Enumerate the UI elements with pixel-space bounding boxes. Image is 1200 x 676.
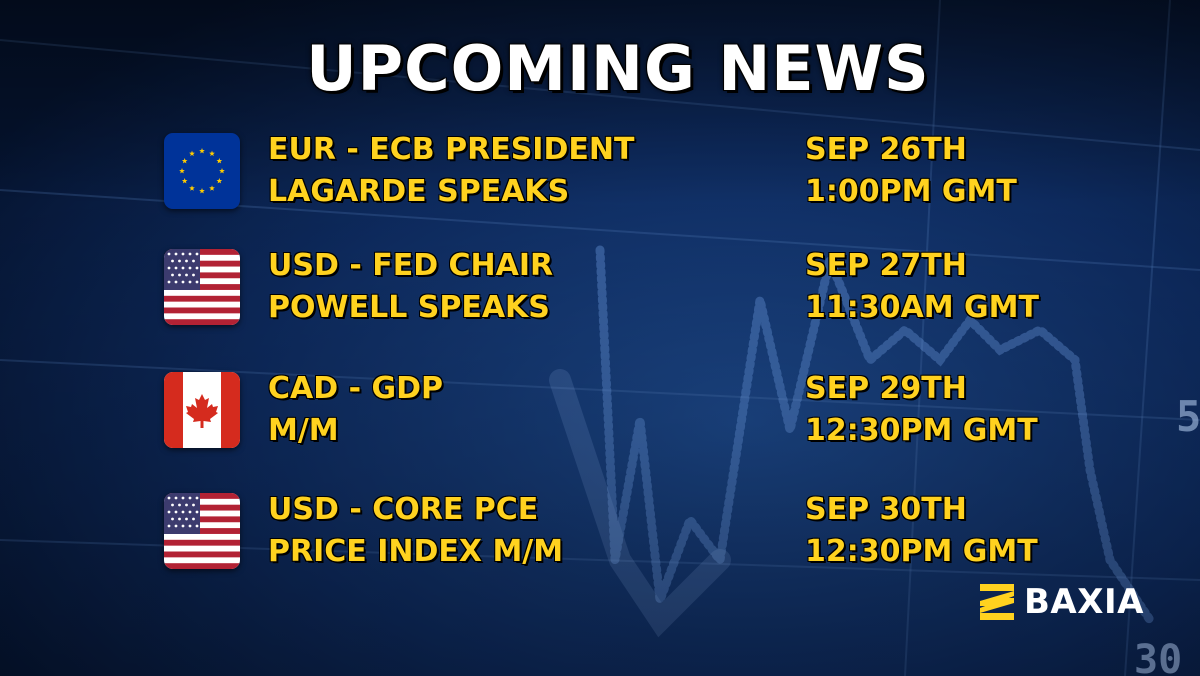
eu-star <box>219 168 225 174</box>
event-time: 12:30PM GMT <box>805 534 1038 569</box>
us-flag-icon <box>164 249 240 325</box>
news-row: CAD - GDP M/M SEP 29TH 12:30PM GMT <box>0 370 1200 460</box>
eu-star <box>216 178 223 184</box>
eu-star <box>216 158 223 164</box>
us-flag-icon <box>164 493 240 569</box>
event-title-line2: PRICE INDEX M/M <box>268 534 564 569</box>
eu-star <box>209 185 215 191</box>
baxia-logo-icon <box>980 584 1014 620</box>
background-axis-label: 30 <box>1134 638 1183 676</box>
event-title-line2: LAGARDE SPEAKS <box>268 174 570 209</box>
eu-star <box>189 150 195 157</box>
event-date: SEP 30TH <box>805 492 967 527</box>
canada-flag-icon <box>164 372 240 448</box>
event-title-line2: M/M <box>268 413 339 448</box>
news-row: EUR - ECB PRESIDENT LAGARDE SPEAKS SEP 2… <box>0 131 1200 221</box>
eu-star <box>189 185 195 191</box>
event-title-line1: CAD - GDP <box>268 371 443 406</box>
eu-star <box>209 150 215 157</box>
event-date: SEP 26TH <box>805 132 967 167</box>
news-row: USD - FED CHAIR POWELL SPEAKS SEP 27TH 1… <box>0 247 1200 337</box>
eu-star <box>181 178 188 184</box>
eu-star <box>199 148 205 154</box>
event-time: 1:00PM GMT <box>805 174 1017 209</box>
event-time: 11:30AM GMT <box>805 290 1039 325</box>
eu-flag-icon <box>164 133 240 209</box>
event-title-line2: POWELL SPEAKS <box>268 290 550 325</box>
event-title-line1: EUR - ECB PRESIDENT <box>268 132 635 167</box>
event-title-line1: USD - FED CHAIR <box>268 248 554 283</box>
eu-star <box>199 188 205 194</box>
brand-name: BAXIA <box>1024 582 1144 622</box>
brand-logo: BAXIA <box>978 582 1144 622</box>
event-date: SEP 27TH <box>805 248 967 283</box>
event-title-line1: USD - CORE PCE <box>268 492 539 527</box>
eu-star <box>181 158 188 164</box>
event-time: 12:30PM GMT <box>805 413 1038 448</box>
event-date: SEP 29TH <box>805 371 967 406</box>
page-title: UPCOMING NEWS <box>306 32 930 105</box>
eu-star <box>179 168 185 174</box>
background-axis-label: 5 <box>1176 395 1200 439</box>
news-row: USD - CORE PCE PRICE INDEX M/M SEP 30TH … <box>0 491 1200 581</box>
